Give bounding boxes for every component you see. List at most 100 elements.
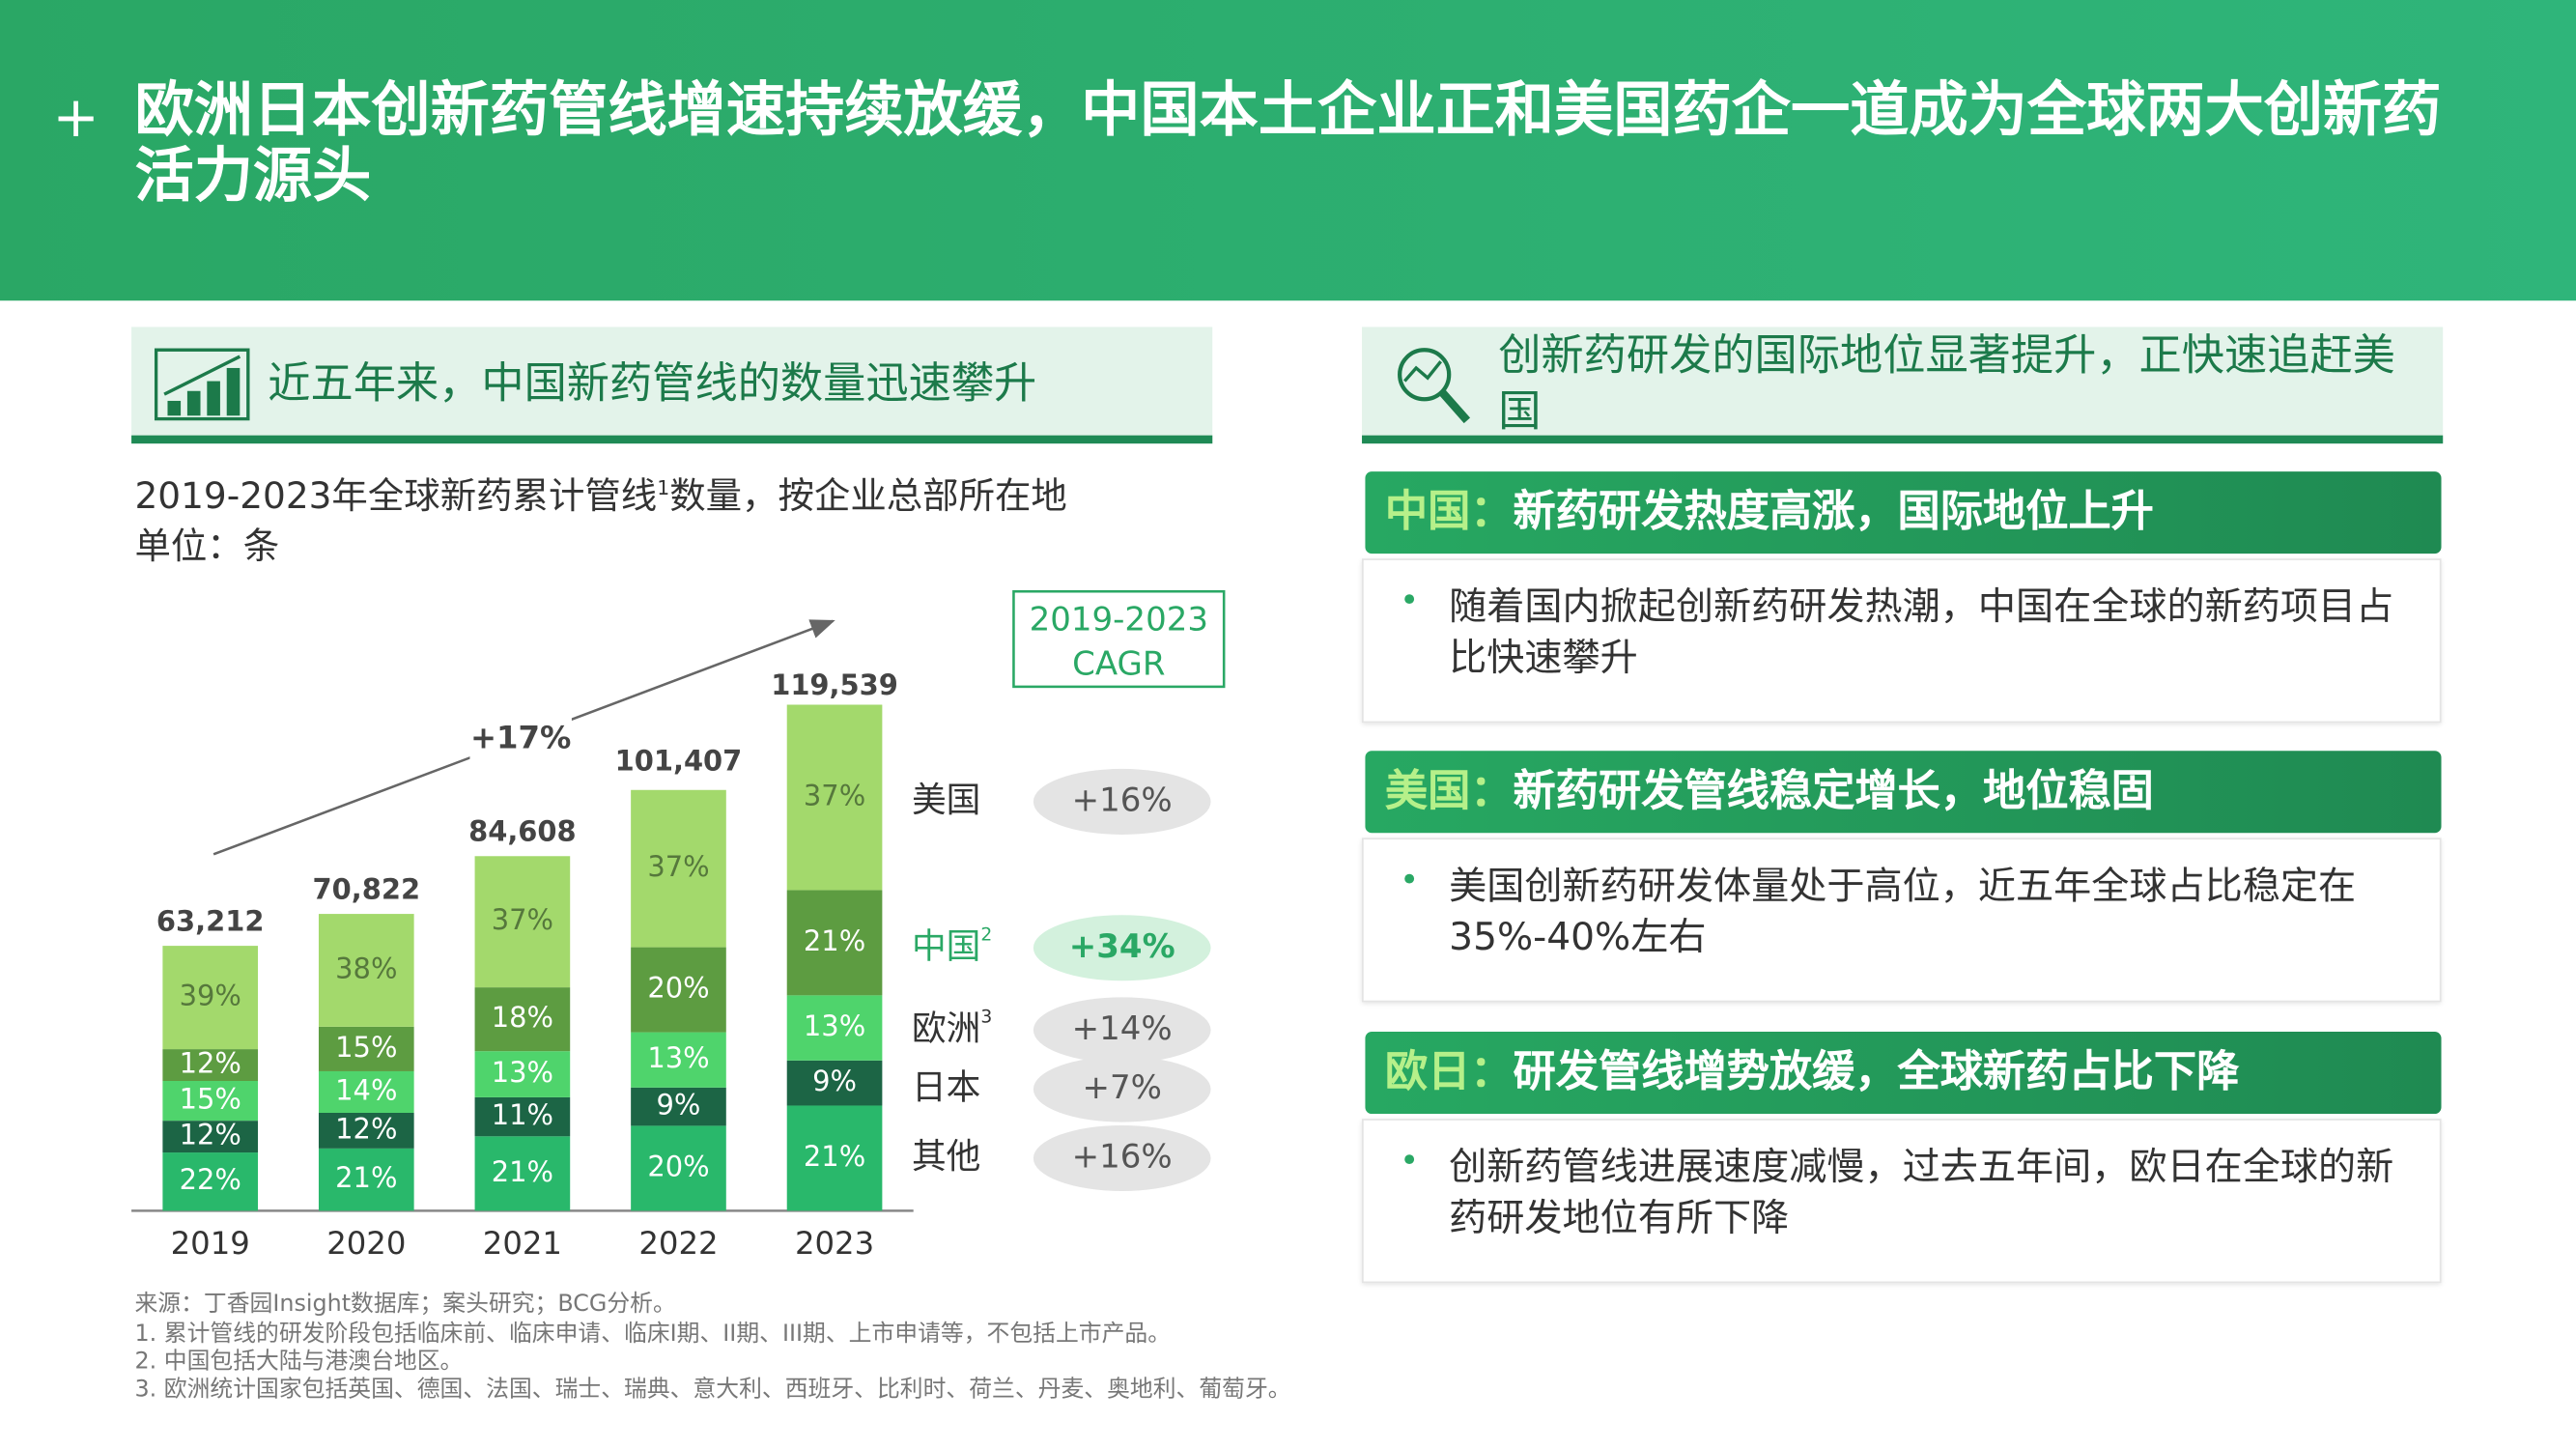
legend-name: 中国	[912, 926, 980, 966]
section-title: 新药研发管线稳定增长，地位稳固	[1513, 767, 2154, 817]
value-label: 22%	[180, 1163, 241, 1196]
value-label: 21%	[492, 1155, 553, 1188]
value-label: 21%	[804, 924, 865, 957]
legend-note: 3	[980, 1007, 992, 1027]
bar-segment	[162, 1049, 259, 1081]
bar-segment	[474, 1096, 571, 1137]
bar-segment	[786, 1105, 883, 1211]
value-label: 20%	[647, 1150, 709, 1182]
bar-segment	[786, 1060, 883, 1106]
legend-name: 美国	[912, 781, 980, 820]
bar-segment	[162, 1121, 259, 1153]
bar-segment	[631, 1032, 726, 1088]
right-heading: 创新药研发的国际地位显著提升，正快速追赶美国	[1498, 331, 2395, 438]
x-tick-label: 2019	[171, 1225, 250, 1262]
footnote: 1. 累计管线的研发阶段包括临床前、临床申请、临床I期、II期、III期、上市申…	[134, 1321, 1172, 1348]
bar-segment	[631, 1087, 726, 1126]
section-text: 创新药管线进展速度减慢，过去五年间，欧日在全球的新药研发地位有所下降	[1449, 1147, 2394, 1241]
cagr-label: +16%	[1072, 781, 1173, 819]
legend-label: 日本	[912, 1068, 980, 1108]
bar-segment	[318, 1026, 414, 1071]
footnote: 3. 欧洲统计国家包括英国、德国、法国、瑞士、瑞典、意大利、西班牙、比利时、荷兰…	[134, 1377, 1291, 1404]
icon-bar	[207, 381, 220, 416]
cagr-label: +34%	[1069, 927, 1175, 966]
section-bar: 美国：新药研发管线稳定增长，地位稳固	[1365, 751, 2442, 834]
icon-bar	[186, 390, 201, 416]
footnote: 2. 中国包括大陆与港澳台地区。	[134, 1349, 464, 1376]
bar-segment	[318, 1070, 414, 1113]
left-heading: 近五年来，中国新药管线的数量迅速攀升	[268, 359, 1037, 410]
value-label: 21%	[335, 1161, 397, 1194]
cagr-label: +16%	[1072, 1137, 1173, 1176]
cagr-pill	[1033, 768, 1211, 835]
section-body: • 创新药管线进展速度减慢，过去五年间，欧日在全球的新药研发地位有所下降	[1362, 1119, 2442, 1284]
icon-lens	[1398, 348, 1452, 402]
section-bar: 欧日：研发管线增势放缓，全球新药占比下降	[1365, 1032, 2442, 1115]
value-label: 12%	[180, 1119, 241, 1151]
bar-segment	[162, 946, 259, 1050]
annotation-bg	[469, 718, 572, 761]
cagr-label: +7%	[1082, 1068, 1161, 1107]
section-text: 美国创新药研发体量处于高位，近五年全球占比稳定在35%-40%左右	[1449, 866, 2357, 960]
slide-title: 欧洲日本创新药管线增速持续放缓，中国本土企业正和美国药企一道成为全球两大创新药活…	[134, 76, 2442, 211]
bar-segment	[786, 890, 883, 996]
legend-label: 其他	[912, 1137, 980, 1177]
chart-icon	[154, 348, 250, 421]
cagr-title: CAGR	[1072, 644, 1165, 683]
total-label: 119,539	[771, 668, 898, 701]
bar-segment	[631, 1125, 726, 1211]
bullet: •	[1400, 1140, 1420, 1180]
value-label: 37%	[804, 779, 865, 811]
value-label: 37%	[492, 903, 553, 936]
section-bar: 中国：新药研发热度高涨，国际地位上升	[1365, 471, 2442, 554]
x-tick-label: 2023	[795, 1225, 874, 1262]
icon-handle	[1439, 389, 1471, 424]
x-tick-label: 2021	[483, 1225, 562, 1262]
value-label: 20%	[647, 972, 709, 1005]
left-heading-box	[131, 327, 1213, 444]
bar-segment	[631, 789, 726, 948]
bar-segment	[318, 1148, 414, 1211]
cagr-title: 2019-2023	[1030, 600, 1208, 639]
icon-line	[163, 355, 241, 396]
total-label: 101,407	[615, 745, 743, 778]
chart-subtitle: 2019-2023年全球新药累计管线1数量，按企业总部所在地 单位：条	[134, 464, 1066, 575]
bar-segment	[162, 1152, 259, 1211]
section-label: 中国：	[1384, 488, 1514, 538]
bar-segment	[786, 995, 883, 1061]
icon-line	[1402, 360, 1443, 383]
bullet: •	[1400, 580, 1420, 620]
value-label: 37%	[647, 850, 709, 883]
icon-bar	[167, 400, 182, 416]
bar-segment	[162, 1080, 259, 1122]
right-heading-box	[1362, 327, 2444, 444]
legend-name: 日本	[912, 1068, 980, 1108]
value-label: 13%	[492, 1056, 553, 1089]
value-label: 12%	[180, 1047, 241, 1080]
icon-frame	[154, 348, 250, 421]
plus-icon: +	[52, 85, 99, 152]
cagr-label: +14%	[1072, 1009, 1173, 1048]
value-label: 13%	[647, 1041, 709, 1074]
legend-name: 欧洲	[912, 1009, 980, 1048]
cagr-pill	[1033, 1056, 1211, 1122]
value-label: 12%	[335, 1112, 397, 1145]
subtitle-text: 数量，按企业总部所在地	[669, 476, 1067, 519]
cagr-pill	[1033, 1124, 1211, 1191]
bar-segment	[786, 704, 883, 891]
bar-segment	[318, 1112, 414, 1149]
section-label: 美国：	[1384, 767, 1514, 817]
subtitle-text: 2019-2023年全球新药累计管线	[134, 476, 658, 519]
value-label: 14%	[335, 1073, 397, 1106]
value-label: 13%	[804, 1009, 865, 1042]
value-label: 15%	[335, 1031, 397, 1064]
legend-label: 美国	[912, 781, 980, 820]
bar-segment	[631, 947, 726, 1033]
bar-segment	[474, 987, 571, 1052]
legend-note: 2	[980, 924, 992, 945]
section-body: • 美国创新药研发体量处于高位，近五年全球占比稳定在35%-40%左右	[1362, 838, 2442, 1003]
unit-label: 单位：条	[134, 527, 280, 569]
